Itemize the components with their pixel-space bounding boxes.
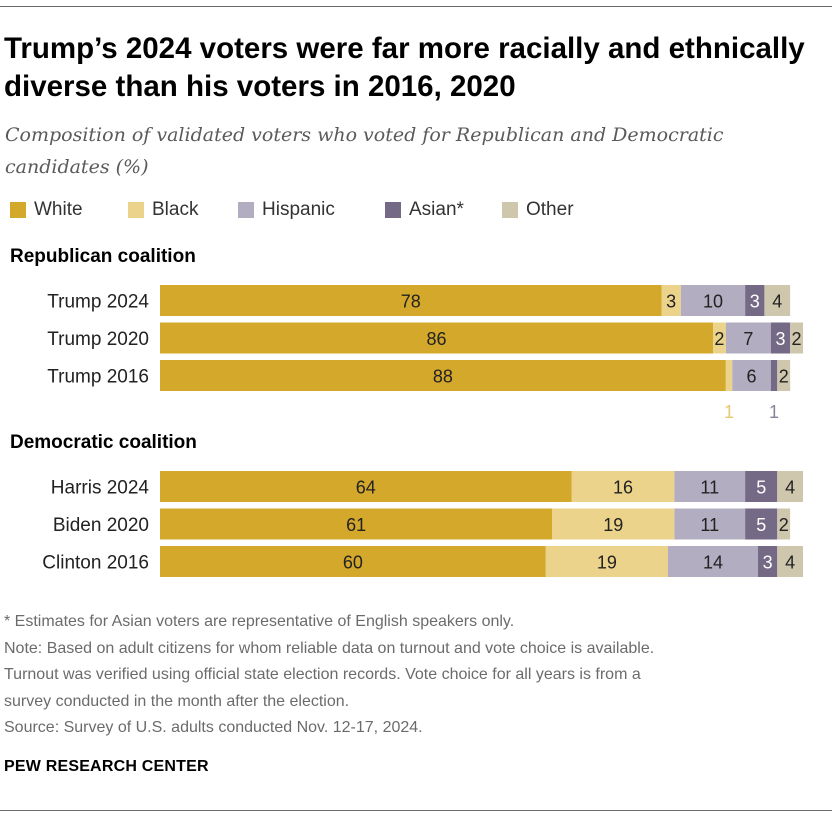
bar-biden-2020-hispanic	[674, 508, 746, 540]
row-label-trump-2020: Trump 2020	[47, 329, 149, 350]
bar-trump-2024-hispanic	[680, 285, 746, 316]
value-label-biden-2020-asian: 5	[756, 515, 766, 535]
footnote-note-line-2: Turnout was verified using official stat…	[4, 666, 641, 683]
value-label-harris-2024-white: 64	[356, 478, 376, 498]
bar-clinton-2016-black	[545, 546, 668, 577]
legend-item-black: Black	[128, 199, 198, 221]
bar-harris-2024-hispanic	[674, 471, 746, 502]
bar-clinton-2016-other	[777, 546, 803, 577]
bottom-rule	[0, 810, 832, 811]
row-label-trump-2024: Trump 2024	[47, 292, 149, 313]
bar-biden-2020-asian	[745, 508, 778, 540]
row-label-clinton-2016: Clinton 2016	[42, 553, 149, 574]
bar-harris-2024-white	[160, 471, 572, 502]
bar-trump-2016-black	[725, 360, 733, 391]
bar-harris-2024-asian	[745, 471, 778, 502]
legend-item-asian: Asian*	[385, 199, 464, 221]
value-label-biden-2020-hispanic: 11	[700, 515, 719, 535]
value-label-harris-2024-asian: 5	[756, 478, 766, 498]
bar-biden-2020-black	[552, 508, 675, 540]
value-label-harris-2024-hispanic: 11	[700, 478, 719, 498]
value-label-trump-2024-hispanic: 10	[703, 292, 723, 312]
bar-biden-2020-white	[160, 508, 553, 540]
value-label-biden-2020-white: 61	[346, 515, 366, 535]
chart-subtitle: Composition of validated voters who vote…	[5, 124, 724, 178]
value-label-clinton-2016-black: 19	[597, 553, 617, 573]
bar-trump-2020-asian	[770, 322, 791, 354]
footnote-source: Source: Survey of U.S. adults conducted …	[4, 719, 423, 736]
bar-trump-2020-other	[790, 322, 803, 354]
value-label-trump-2024-asian: 3	[750, 292, 760, 312]
value-label-trump-2020-white: 86	[426, 329, 446, 349]
organization-credit: PEW RESEARCH CENTER	[4, 758, 209, 775]
value-label-trump-2016-black: 1	[724, 402, 734, 422]
bar-trump-2024-black	[661, 285, 681, 316]
value-label-trump-2016-hispanic: 6	[747, 367, 757, 387]
bar-clinton-2016-white	[160, 546, 546, 577]
bar-trump-2024-other	[764, 285, 791, 316]
footnote-asterisk: * Estimates for Asian voters are represe…	[4, 613, 515, 630]
value-label-trump-2024-black: 3	[666, 292, 676, 312]
legend-swatch-hispanic	[238, 202, 254, 218]
bar-trump-2016-other	[777, 360, 791, 391]
bar-clinton-2016-hispanic	[667, 546, 758, 577]
bar-trump-2024-white	[160, 285, 662, 316]
value-label-harris-2024-other: 4	[785, 478, 795, 498]
value-label-clinton-2016-hispanic: 14	[703, 553, 723, 573]
bar-clinton-2016-asian	[757, 546, 778, 577]
chart-title: Trump’s 2024 voters were far more racial…	[4, 32, 805, 103]
value-label-trump-2024-white: 78	[401, 292, 421, 312]
bar-trump-2020-hispanic	[725, 322, 771, 354]
value-label-clinton-2016-white: 60	[343, 553, 363, 573]
footnotes: * Estimates for Asian voters are represe…	[4, 609, 834, 742]
legend-label-white: White	[34, 199, 83, 220]
legend-swatch-white	[10, 202, 26, 218]
legend-item-white: White	[10, 199, 83, 221]
bar-biden-2020-other	[777, 508, 791, 540]
value-label-trump-2020-other: 2	[792, 329, 802, 349]
value-label-trump-2016-white: 88	[433, 367, 453, 387]
bar-harris-2024-other	[777, 471, 803, 502]
row-label-harris-2024: Harris 2024	[51, 478, 150, 499]
value-label-biden-2020-black: 19	[603, 515, 623, 535]
value-label-trump-2016-other: 2	[779, 367, 789, 387]
legend-item-other: Other	[502, 199, 574, 221]
value-label-harris-2024-black: 16	[613, 478, 633, 498]
value-label-clinton-2016-asian: 3	[763, 553, 773, 573]
legend-swatch-other	[502, 202, 518, 218]
legend-swatch-black	[128, 202, 144, 218]
top-rule	[0, 6, 832, 7]
value-label-trump-2024-other: 4	[772, 292, 782, 312]
value-label-biden-2020-other: 2	[779, 515, 789, 535]
bar-trump-2024-asian	[745, 285, 765, 316]
footnote-note-line-3: survey conducted in the month after the …	[4, 692, 350, 710]
footnote-note-line-1: Note: Based on adult citizens for whom r…	[4, 639, 655, 657]
section-label-republican: Republican coalition	[10, 246, 196, 267]
row-label-biden-2020: Biden 2020	[53, 515, 149, 536]
bar-trump-2016-asian	[770, 360, 778, 391]
legend-label-black: Black	[152, 199, 199, 220]
bar-trump-2016-white	[160, 360, 726, 391]
legend-label-other: Other	[526, 199, 574, 220]
bar-trump-2020-white	[160, 322, 713, 354]
value-label-clinton-2016-other: 4	[785, 553, 795, 573]
legend-label-hispanic: Hispanic	[262, 199, 335, 220]
section-label-democratic: Democratic coalition	[10, 432, 197, 453]
legend-swatch-asian	[385, 202, 401, 218]
bar-trump-2016-hispanic	[732, 360, 771, 391]
value-label-trump-2016-asian: 1	[769, 402, 779, 422]
value-label-trump-2020-hispanic: 7	[743, 329, 753, 349]
value-label-trump-2020-black: 2	[714, 329, 724, 349]
legend-item-hispanic: Hispanic	[238, 199, 335, 221]
legend-label-asian: Asian*	[409, 199, 464, 220]
row-label-trump-2016: Trump 2016	[47, 367, 149, 388]
bar-harris-2024-black	[571, 471, 675, 502]
bar-trump-2020-black	[712, 322, 726, 354]
value-label-trump-2020-asian: 3	[775, 329, 785, 349]
